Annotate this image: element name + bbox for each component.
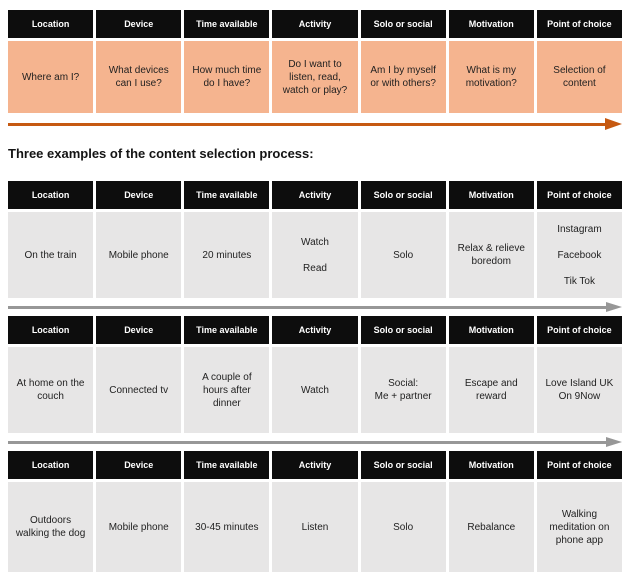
process-table: Location Device Time available Activity … — [8, 10, 622, 113]
arrow-line — [8, 305, 606, 309]
cell-solo-social-question: Am I by myself or with others? — [360, 41, 446, 113]
col-header-motivation: Motivation — [448, 181, 534, 209]
col-header-motivation: Motivation — [448, 10, 534, 38]
timeline-arrow — [8, 436, 622, 448]
col-header-time-available: Time available — [184, 451, 270, 479]
cell-activity: Listen — [272, 482, 358, 572]
cell-point-of-choice: Walking meditation on phone app — [536, 482, 622, 572]
col-header-point-of-choice: Point of choice — [536, 316, 622, 344]
col-header-point-of-choice: Point of choice — [536, 451, 622, 479]
cell-location: At home on the couch — [8, 347, 94, 433]
cell-point-of-choice: Love Island UK On 9Now — [536, 347, 622, 433]
cell-solo-social: Solo — [360, 212, 446, 298]
cell-motivation-question: What is my motivation? — [448, 41, 534, 113]
col-header-solo-or-social: Solo or social — [360, 181, 446, 209]
section-title: Three examples of the content selection … — [8, 146, 314, 161]
col-header-location: Location — [8, 451, 94, 479]
col-header-activity: Activity — [272, 181, 358, 209]
cell-point-of-choice: Instagram Facebook Tik Tok — [536, 212, 622, 298]
col-header-location: Location — [8, 181, 94, 209]
timeline-arrow — [8, 301, 622, 313]
cell-point-of-choice-result: Selection of content — [536, 41, 622, 113]
col-header-activity: Activity — [272, 10, 358, 38]
process-flow-arrow — [8, 118, 622, 130]
col-header-time-available: Time available — [184, 181, 270, 209]
col-header-location: Location — [8, 316, 94, 344]
cell-motivation: Relax & relieve boredom — [448, 212, 534, 298]
cell-motivation: Rebalance — [448, 482, 534, 572]
cell-time: A couple of hours after dinner — [184, 347, 270, 433]
cell-device: Mobile phone — [96, 482, 182, 572]
cell-solo-social: Social: Me + partner — [360, 347, 446, 433]
right-arrowhead-icon — [606, 437, 622, 447]
cell-location-question: Where am I? — [8, 41, 94, 113]
example-table-couch: Location Device Time available Activity … — [8, 316, 622, 433]
col-header-activity: Activity — [272, 316, 358, 344]
example-table-train: Location Device Time available Activity … — [8, 181, 622, 298]
cell-location: Outdoors walking the dog — [8, 482, 94, 572]
cell-device: Mobile phone — [96, 212, 182, 298]
col-header-location: Location — [8, 10, 94, 38]
col-header-time-available: Time available — [184, 316, 270, 344]
cell-activity: Watch — [272, 347, 358, 433]
col-header-solo-or-social: Solo or social — [360, 451, 446, 479]
col-header-time-available: Time available — [184, 10, 270, 38]
col-header-point-of-choice: Point of choice — [536, 181, 622, 209]
example-table-outdoors: Location Device Time available Activity … — [8, 451, 622, 572]
col-header-device: Device — [96, 181, 182, 209]
col-header-solo-or-social: Solo or social — [360, 10, 446, 38]
col-header-device: Device — [96, 316, 182, 344]
right-arrowhead-icon — [605, 118, 622, 130]
arrow-line — [8, 122, 605, 126]
cell-location: On the train — [8, 212, 94, 298]
cell-activity: Watch Read — [272, 212, 358, 298]
cell-activity-question: Do I want to listen, read, watch or play… — [272, 41, 358, 113]
cell-time: 30-45 minutes — [184, 482, 270, 572]
cell-motivation: Escape and reward — [448, 347, 534, 433]
cell-time-question: How much time do I have? — [184, 41, 270, 113]
col-header-device: Device — [96, 451, 182, 479]
arrow-line — [8, 440, 606, 444]
cell-device: Connected tv — [96, 347, 182, 433]
right-arrowhead-icon — [606, 302, 622, 312]
cell-device-question: What devices can I use? — [96, 41, 182, 113]
col-header-activity: Activity — [272, 451, 358, 479]
col-header-point-of-choice: Point of choice — [536, 10, 622, 38]
col-header-solo-or-social: Solo or social — [360, 316, 446, 344]
col-header-motivation: Motivation — [448, 451, 534, 479]
cell-time: 20 minutes — [184, 212, 270, 298]
cell-solo-social: Solo — [360, 482, 446, 572]
col-header-motivation: Motivation — [448, 316, 534, 344]
col-header-device: Device — [96, 10, 182, 38]
